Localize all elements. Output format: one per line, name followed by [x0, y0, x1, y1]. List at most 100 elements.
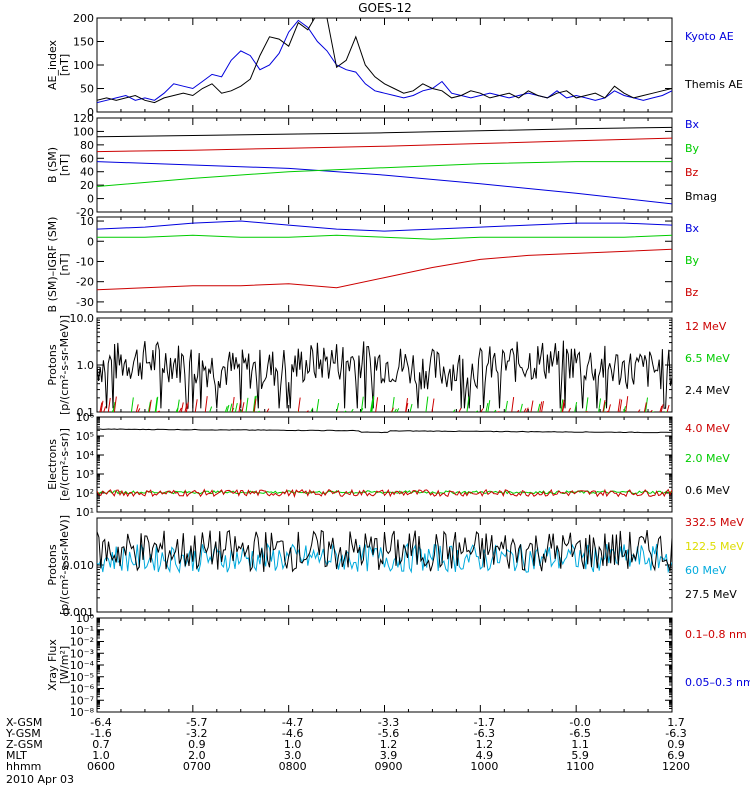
y-tick-label: 10 — [80, 215, 94, 228]
series-green-spike — [226, 404, 230, 412]
ephem-value: 0.9 — [188, 738, 206, 751]
series-red-spike — [194, 399, 198, 412]
legend-entry: By — [685, 142, 700, 155]
series-green-spike — [425, 396, 429, 412]
ephem-value: -5.7 — [186, 716, 207, 729]
series-red-spike — [297, 397, 301, 412]
series-red-spike — [107, 397, 111, 412]
series-red-spike — [516, 409, 520, 412]
ephem-value: -6.5 — [569, 727, 590, 740]
ephem-row-label: hhmm — [6, 760, 41, 773]
ephem-value: 6.9 — [667, 749, 685, 762]
series-red-spike — [184, 403, 188, 412]
ephem-value: -4.6 — [282, 727, 303, 740]
ephem-row-label: Y-GSM — [5, 727, 41, 740]
series-red-spike — [306, 410, 309, 412]
series-red-spike — [100, 400, 104, 412]
y-axis-label: Protons — [46, 344, 59, 385]
series-green-spike — [623, 406, 627, 412]
ephem-value: 0.7 — [92, 738, 110, 751]
ephem-value: -6.3 — [665, 727, 686, 740]
legend-entry: 0.6 MeV — [685, 484, 730, 497]
series-blue-line — [97, 161, 672, 205]
series-red-spike — [458, 407, 462, 412]
ephem-value: 1.0 — [284, 738, 302, 751]
ephem-row-label: Z-GSM — [6, 738, 43, 751]
series-green-spike — [350, 408, 354, 412]
series-red-spike — [431, 398, 435, 412]
y-tick-label: -20 — [76, 276, 94, 289]
y-tick-label: -30 — [76, 296, 94, 309]
y-tick-label: 40 — [80, 166, 94, 179]
y-axis-label: Protons — [46, 544, 59, 585]
y-axis-label: [W/m²] — [58, 646, 71, 684]
series-red-spike — [523, 408, 527, 412]
ephem-value: -5.6 — [378, 727, 399, 740]
y-axis-label: AE_index — [46, 39, 59, 90]
series-red-spike — [231, 397, 235, 412]
series-green-spike — [394, 408, 397, 412]
y-axis-label: [nT] — [58, 54, 71, 76]
ephem-date: 2010 Apr 03 — [6, 773, 74, 786]
series-red-spike — [266, 408, 270, 412]
series-green-spike — [229, 403, 233, 412]
ephem-value: -6.3 — [474, 727, 495, 740]
y-tick-label: 60 — [80, 152, 94, 165]
y-tick-label: 10⁻⁸ — [70, 706, 95, 719]
ephem-value: 1.7 — [667, 716, 685, 729]
series-red-spike — [204, 396, 208, 412]
legend-entry: 122.5 MeV — [685, 540, 744, 553]
y-tick-label: 200 — [73, 12, 94, 25]
series-green-spike — [560, 399, 564, 412]
series-green-spike — [176, 399, 180, 412]
ephem-value: 3.9 — [380, 749, 398, 762]
y-tick-label: 0 — [87, 235, 94, 248]
series-red-spike — [539, 401, 543, 412]
y-tick-label: 0.010 — [63, 559, 95, 572]
series-green-spike — [224, 406, 228, 412]
series-lines — [97, 340, 672, 412]
y-axis-label: Xray Flux — [46, 639, 59, 691]
series-green-spike — [209, 406, 213, 412]
y-tick-label: 1.0 — [77, 359, 95, 372]
series-red-spike — [666, 404, 670, 412]
ephem-value: -3.2 — [186, 727, 207, 740]
ephem-value: -1.7 — [474, 716, 495, 729]
series-red-spike — [562, 402, 565, 412]
y-tick-label: -10 — [76, 255, 94, 268]
series-black-line — [97, 428, 672, 434]
series-red-spike — [391, 407, 394, 412]
y-tick-label: 100 — [73, 125, 94, 138]
series-green-spike — [370, 399, 373, 412]
ephem-value: 0.9 — [667, 738, 685, 751]
series-red-spike — [602, 400, 606, 412]
y-tick-label: 0.001 — [63, 606, 95, 619]
series-green-spike — [112, 401, 116, 412]
series-red-spike — [238, 399, 242, 412]
series-red-spike — [619, 399, 623, 412]
legend-entry: Themis AE — [684, 78, 743, 91]
series-green-spike — [147, 401, 151, 412]
series-red-spike — [525, 407, 529, 412]
series-red-line — [97, 248, 672, 291]
series-green-spike — [452, 409, 456, 412]
legend-entry: Bx — [685, 118, 700, 131]
legend-entry: Bx — [685, 222, 700, 235]
y-tick-label: 10² — [76, 487, 94, 500]
panel-1: 0 50 100 150 200 AE_index [nT] Kyoto AE Themis A… — [46, 12, 743, 119]
y-tick-label: 150 — [73, 36, 94, 49]
series-cyan-line — [97, 542, 672, 574]
y-axis-label: [p/(cm²-s-sr-MeV)] — [58, 515, 71, 615]
series-red-line — [97, 137, 672, 153]
series-green-spike — [252, 396, 256, 412]
ephem-value: 0600 — [87, 760, 115, 773]
ephem-value: 2.0 — [188, 749, 206, 762]
y-tick-label: 20 — [80, 179, 94, 192]
ephem-row-label: MLT — [6, 749, 27, 762]
series-red-spike — [185, 402, 189, 412]
y-tick-label: 10⁻³ — [70, 647, 94, 660]
legend-entry: Bmag — [685, 190, 717, 203]
series-blue-line — [97, 220, 672, 232]
